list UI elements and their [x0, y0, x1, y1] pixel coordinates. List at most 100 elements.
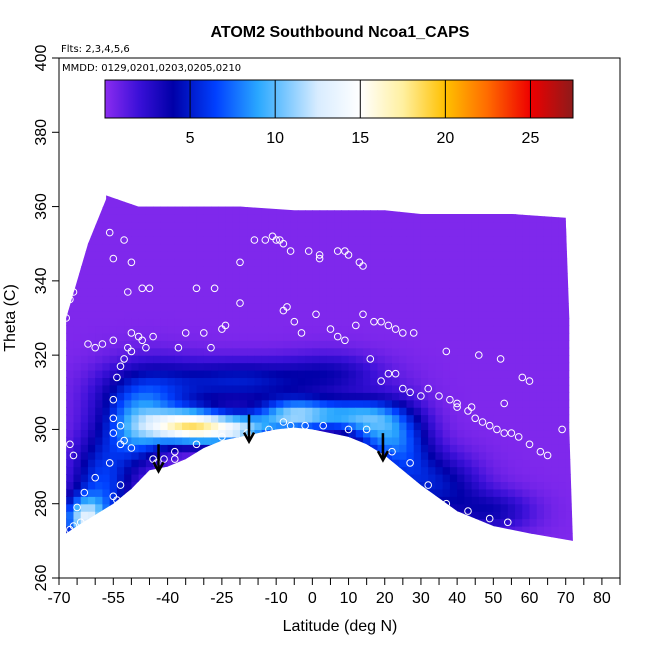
heatmap-cell	[80, 370, 89, 379]
heatmap-cell	[153, 481, 161, 490]
heatmap-cell	[355, 451, 364, 460]
heatmap-cell	[449, 481, 458, 490]
heatmap-cell	[66, 414, 75, 423]
heatmap-cell	[138, 540, 147, 541]
heatmap-cell	[522, 384, 531, 393]
heatmap-cell	[290, 266, 299, 275]
heatmap-cell	[363, 526, 371, 535]
heatmap-cell	[391, 540, 400, 541]
heatmap-cell	[167, 251, 176, 260]
heatmap-cell	[276, 199, 284, 208]
heatmap-cell	[558, 288, 567, 297]
heatmap-cell	[334, 533, 342, 541]
heatmap-cell	[435, 243, 444, 252]
heatmap-cell	[247, 195, 256, 200]
heatmap-cell	[435, 310, 444, 319]
heatmap-cell	[529, 392, 538, 401]
heatmap-cell	[283, 251, 292, 260]
heatmap-cell	[413, 511, 422, 520]
heatmap-cell	[153, 488, 161, 497]
heatmap-cell	[312, 540, 321, 541]
heatmap-cell	[196, 340, 205, 349]
heatmap-cell	[493, 481, 502, 490]
heatmap-cell	[522, 370, 531, 379]
heatmap-cell	[442, 399, 451, 408]
heatmap-cell	[435, 280, 444, 289]
heatmap-cell	[391, 251, 400, 260]
heatmap-cell	[420, 526, 429, 535]
heatmap-cell	[420, 444, 429, 453]
heatmap-cell	[197, 184, 205, 192]
observation-point	[525, 377, 534, 385]
heatmap-cell	[348, 503, 357, 512]
heatmap-cell	[182, 466, 190, 475]
heatmap-cell	[442, 310, 451, 319]
heatmap-cell	[189, 444, 198, 453]
heatmap-cell	[102, 258, 111, 267]
heatmap-cell	[501, 184, 509, 192]
heatmap-cell	[218, 266, 227, 275]
heatmap-cell	[66, 340, 67, 349]
heatmap-cell	[182, 318, 190, 327]
heatmap-cell	[507, 540, 516, 541]
heatmap-cell	[478, 444, 487, 453]
heatmap-cell	[420, 251, 429, 260]
heatmap-cell	[522, 511, 531, 520]
heatmap-cell	[116, 288, 125, 297]
heatmap-cell	[247, 184, 255, 192]
heatmap-cell	[261, 236, 270, 245]
heatmap-cell	[573, 452, 581, 460]
heatmap-cell	[283, 370, 292, 379]
heatmap-cell	[478, 496, 487, 505]
heatmap-cell	[334, 347, 342, 356]
heatmap-cell	[486, 444, 494, 453]
heatmap-cell	[261, 436, 270, 445]
heatmap-cell	[464, 266, 473, 275]
heatmap-cell	[305, 518, 313, 527]
heatmap-cell	[312, 511, 321, 520]
heatmap-cell	[182, 377, 190, 386]
heatmap-cell	[478, 273, 487, 282]
heatmap-cell	[449, 526, 458, 535]
heatmap-cell	[196, 481, 205, 490]
heatmap-cell	[312, 526, 321, 535]
heatmap-cell	[319, 518, 328, 527]
heatmap-cell	[406, 503, 415, 512]
heatmap-cell	[138, 303, 147, 312]
heatmap-cell	[471, 511, 480, 520]
heatmap-cell	[232, 310, 241, 319]
heatmap-cell	[319, 526, 328, 535]
heatmap-cell	[182, 243, 190, 252]
observation-point	[109, 336, 118, 345]
heatmap-cell	[449, 370, 458, 379]
heatmap-cell	[543, 474, 552, 483]
heatmap-cell	[471, 310, 480, 319]
heatmap-cell	[377, 407, 386, 416]
heatmap-cell	[565, 332, 573, 341]
heatmap-cell	[268, 288, 277, 297]
heatmap-cell	[95, 451, 104, 460]
heatmap-cell	[160, 295, 169, 304]
heatmap-cell	[160, 195, 169, 200]
heatmap-cell	[565, 429, 573, 438]
heatmap-cell	[442, 266, 451, 275]
heatmap-cell	[507, 422, 516, 431]
heatmap-cell	[326, 347, 335, 356]
heatmap-cell	[167, 384, 176, 393]
heatmap-cell	[399, 511, 408, 520]
heatmap-cell	[116, 266, 125, 275]
heatmap-cell	[449, 488, 458, 497]
heatmap-cell	[95, 221, 104, 230]
heatmap-cell	[196, 384, 205, 393]
heatmap-cell	[573, 199, 581, 207]
heatmap-cell	[406, 195, 415, 200]
x-tick-label: 10	[340, 590, 358, 607]
heatmap-cell	[109, 228, 118, 237]
heatmap-cell	[189, 429, 198, 438]
heatmap-cell	[203, 221, 212, 230]
heatmap-cell	[413, 370, 422, 379]
heatmap-cell	[334, 392, 342, 401]
heatmap-cell	[420, 236, 429, 245]
heatmap-cell	[131, 414, 140, 423]
heatmap-cell	[203, 199, 212, 208]
